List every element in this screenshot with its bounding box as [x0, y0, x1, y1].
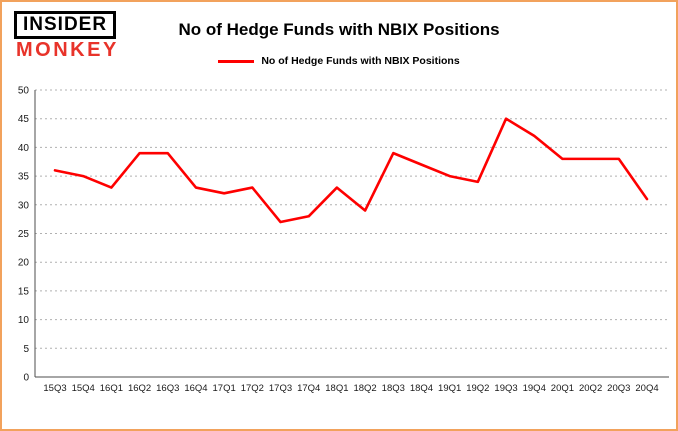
logo-text-insider: INSIDER [14, 11, 117, 39]
y-axis-tick-label: 5 [23, 344, 29, 355]
x-axis-tick-label: 16Q4 [184, 383, 207, 394]
x-axis-tick-label: 16Q2 [128, 383, 151, 394]
x-axis-tick-label: 20Q3 [607, 383, 630, 394]
y-axis-tick-label: 10 [18, 315, 30, 326]
x-axis-tick-label: 17Q3 [269, 383, 292, 394]
legend-line-swatch [218, 59, 255, 63]
x-axis-tick-label: 16Q3 [156, 383, 179, 394]
x-axis-tick-label: 19Q4 [523, 383, 546, 394]
y-axis-tick-label: 0 [23, 373, 29, 384]
y-axis-tick-label: 35 [18, 172, 30, 183]
y-axis-tick-label: 45 [18, 114, 30, 125]
y-axis-tick-label: 30 [18, 200, 30, 211]
x-axis-tick-label: 19Q3 [494, 383, 517, 394]
x-axis-tick-label: 18Q2 [353, 383, 376, 394]
x-axis-tick-label: 16Q1 [100, 383, 123, 394]
legend: No of Hedge Funds with NBIX Positions [2, 55, 676, 67]
x-axis-tick-label: 20Q2 [579, 383, 602, 394]
x-axis-tick-label: 19Q1 [438, 383, 461, 394]
y-axis-tick-label: 40 [18, 143, 30, 154]
legend-label: No of Hedge Funds with NBIX Positions [261, 55, 460, 67]
x-axis-tick-label: 20Q4 [635, 383, 658, 394]
y-axis-tick-label: 15 [18, 286, 30, 297]
x-axis-tick-label: 18Q1 [325, 383, 348, 394]
x-axis-tick-label: 18Q4 [410, 383, 433, 394]
x-axis-tick-label: 17Q1 [213, 383, 236, 394]
chart-title: No of Hedge Funds with NBIX Positions [178, 20, 500, 39]
insider-monkey-logo: INSIDER MONKEY [14, 11, 119, 61]
y-axis-tick-label: 25 [18, 229, 30, 240]
series-line [53, 117, 649, 224]
x-axis-tick-label: 17Q2 [241, 383, 264, 394]
x-axis-tick-label: 20Q1 [551, 383, 574, 394]
x-axis-tick-label: 15Q3 [43, 383, 66, 394]
y-axis-tick-label: 20 [18, 258, 30, 269]
x-axis-tick-label: 15Q4 [72, 383, 95, 394]
y-axis-tick-label: 50 [18, 86, 30, 97]
x-axis-tick-label: 17Q4 [297, 383, 320, 394]
x-axis-tick-label: 18Q3 [382, 383, 405, 394]
logo-text-monkey: MONKEY [16, 38, 119, 61]
header: No of Hedge Funds with NBIX Positions No… [2, 20, 676, 67]
x-axis-tick-label: 19Q2 [466, 383, 489, 394]
